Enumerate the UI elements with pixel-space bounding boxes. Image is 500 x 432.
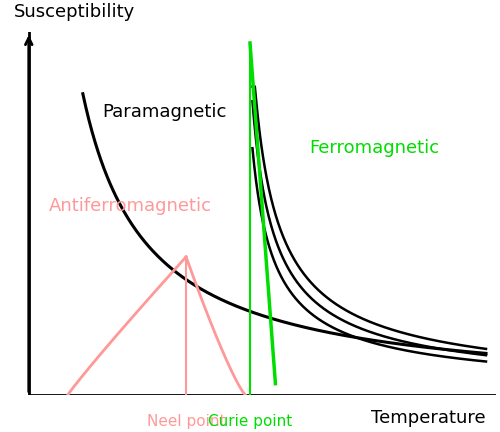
Text: Ferromagnetic: Ferromagnetic (309, 139, 439, 157)
Text: Susceptibility: Susceptibility (14, 3, 135, 21)
Text: Neel point: Neel point (147, 414, 226, 429)
Text: Curie point: Curie point (208, 414, 292, 429)
Text: Temperature: Temperature (372, 409, 486, 427)
Text: Paramagnetic: Paramagnetic (102, 103, 227, 121)
Text: Antiferromagnetic: Antiferromagnetic (48, 197, 211, 215)
